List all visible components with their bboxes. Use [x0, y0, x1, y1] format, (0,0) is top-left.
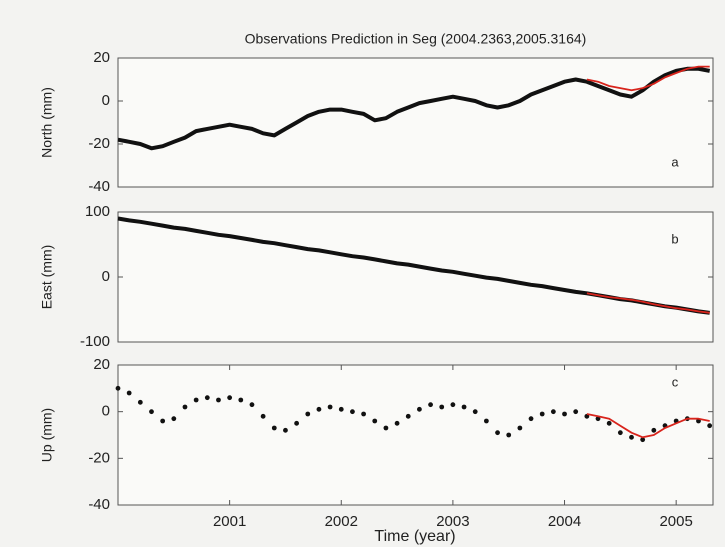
data-point [517, 425, 523, 431]
data-point [361, 411, 366, 417]
y-tick-label: 0 [102, 403, 110, 420]
data-point [271, 425, 277, 431]
data-point [305, 411, 311, 417]
data-point [428, 402, 433, 408]
data-point [495, 430, 500, 436]
data-point [629, 434, 634, 440]
data-point [238, 397, 244, 403]
panel-label: b [671, 231, 678, 246]
data-point [405, 413, 411, 419]
plot-area [117, 364, 714, 506]
data-point [338, 406, 344, 412]
y-tick-label: 20 [93, 356, 110, 373]
data-point [182, 404, 188, 410]
data-point [160, 418, 166, 424]
chart-title: Observations Prediction in Seg (2004.236… [245, 31, 587, 47]
data-point [260, 413, 266, 419]
y-tick-label: 0 [102, 268, 110, 285]
data-point [617, 430, 623, 436]
data-point [640, 437, 646, 443]
data-point [149, 409, 154, 415]
y-tick-label: 0 [102, 92, 110, 109]
y-axis-label: Up (mm) [39, 408, 55, 462]
y-tick-label: -40 [88, 178, 110, 195]
x-tick-label: 2002 [325, 513, 358, 530]
data-point [327, 404, 333, 410]
y-tick-label: -20 [88, 449, 110, 466]
data-line [586, 292, 710, 314]
data-point [372, 418, 378, 424]
y-axis-label: East (mm) [39, 245, 55, 310]
data-point [461, 404, 467, 410]
data-point [216, 397, 221, 403]
data-point [651, 427, 657, 433]
data-point [294, 420, 300, 426]
data-point [249, 402, 255, 408]
data-line [586, 65, 710, 92]
data-point [115, 385, 121, 391]
data-point [204, 395, 210, 401]
data-point [450, 402, 456, 408]
data-point [383, 425, 389, 431]
data-point [137, 399, 143, 405]
data-point [193, 397, 199, 403]
x-tick-label: 2004 [548, 513, 581, 530]
data-point [316, 406, 322, 412]
x-tick-label: 2005 [659, 513, 692, 530]
data-point [539, 411, 545, 417]
data-point [439, 404, 445, 410]
data-point [171, 416, 177, 422]
y-axis-label: North (mm) [39, 87, 55, 158]
data-point [350, 409, 355, 415]
y-tick-label: 100 [85, 203, 110, 220]
y-tick-label: -100 [80, 333, 110, 350]
plot-area [117, 57, 714, 188]
x-axis-label: Time (year) [374, 528, 455, 545]
data-point [506, 432, 512, 438]
panel-label: a [671, 154, 679, 169]
data-point [417, 406, 422, 412]
data-point [227, 395, 233, 401]
data-point [606, 420, 612, 426]
y-tick-label: -40 [88, 496, 110, 513]
data-line [117, 66, 711, 151]
panel-label: c [672, 374, 679, 389]
x-tick-label: 2003 [436, 513, 469, 530]
data-point [283, 427, 288, 433]
y-tick-label: -20 [88, 135, 110, 152]
data-point [573, 409, 579, 415]
x-tick-label: 2001 [213, 513, 246, 530]
data-point [707, 423, 713, 429]
data-point [126, 390, 132, 396]
data-point [472, 409, 478, 415]
data-point [394, 420, 400, 426]
data-point [528, 416, 534, 422]
data-point [483, 418, 489, 424]
y-tick-label: 20 [93, 49, 110, 66]
data-point [550, 409, 556, 415]
data-line [586, 413, 710, 439]
data-point [562, 411, 567, 417]
